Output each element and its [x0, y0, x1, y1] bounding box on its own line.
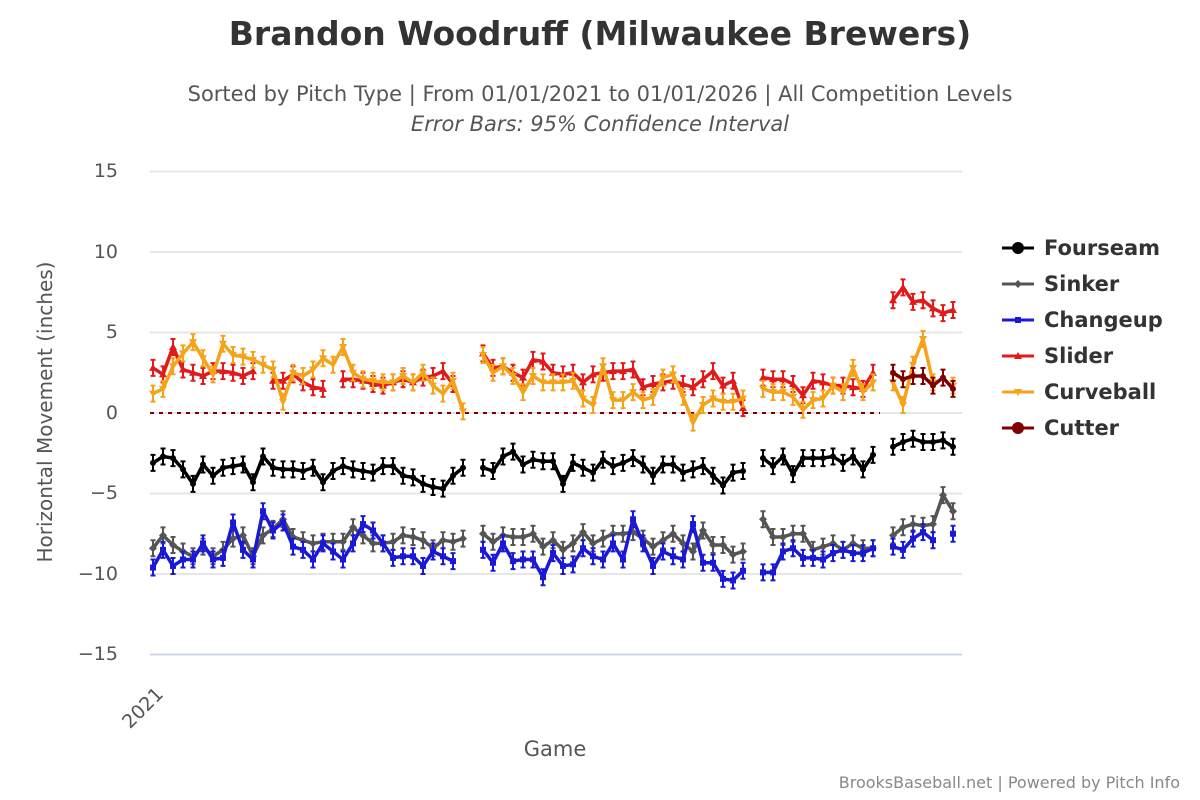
legend-marker [1012, 242, 1024, 254]
credit-text: BrooksBaseball.net | Powered by Pitch In… [838, 773, 1180, 792]
y-tick-label: −15 [77, 643, 118, 665]
legend-marker [1014, 389, 1022, 396]
legend-marker [1012, 422, 1024, 434]
series-line [481, 354, 744, 425]
legend-marker [1014, 352, 1022, 359]
legend-item-slider[interactable]: Slider [1000, 341, 1113, 371]
y-tick-label: −10 [77, 563, 118, 585]
legend-marker [1014, 280, 1022, 288]
legend-label: Fourseam [1044, 236, 1161, 260]
series-curveball [149, 329, 957, 432]
series-line [482, 449, 744, 488]
circle-marker-icon [1002, 422, 1034, 434]
legend-item-changeup[interactable]: Changeup [1000, 305, 1163, 335]
series-slider [149, 278, 957, 418]
series-line [892, 530, 935, 552]
diamond-marker-icon [1002, 280, 1034, 288]
series-line [762, 366, 875, 412]
legend-item-fourseam[interactable]: Fourseam [1000, 233, 1160, 263]
y-tick-label: 0 [105, 402, 118, 424]
series-line [481, 528, 744, 557]
legend-marker [1015, 317, 1021, 323]
series-changeup [150, 502, 956, 590]
series-line [761, 518, 873, 552]
series-fourseam [150, 429, 956, 498]
y-tick-label: 15 [93, 160, 118, 182]
series-line [892, 371, 955, 391]
legend-label: Changeup [1044, 308, 1163, 332]
legend-label: Slider [1044, 344, 1114, 368]
series-line [761, 453, 875, 476]
series-line [152, 345, 254, 378]
series-line [763, 546, 874, 575]
series-line [273, 372, 324, 391]
y-tick-label: 10 [93, 241, 118, 263]
series-line [151, 509, 454, 569]
series-line [481, 352, 745, 409]
series-line [152, 454, 465, 491]
series-cutter [890, 363, 956, 398]
triangle-down-marker-icon [1002, 389, 1034, 396]
square-marker-icon [1002, 317, 1034, 323]
series-line [891, 285, 954, 315]
legend-label: Curveball [1044, 380, 1157, 404]
legend-item-curveball[interactable]: Curveball [1000, 377, 1156, 407]
chart-title: Brandon Woodruff (Milwaukee Brewers) [228, 14, 972, 53]
legend-item-cutter[interactable]: Cutter [1000, 413, 1119, 443]
series-line [152, 340, 465, 412]
y-axis-label: Horizontal Movement (inches) [33, 261, 57, 563]
series-line [891, 337, 935, 407]
data-point [950, 530, 956, 537]
series-line [892, 437, 954, 449]
triangle-up-marker-icon [1002, 352, 1034, 359]
y-tick-label: −5 [89, 482, 118, 504]
chart-subtitle: Sorted by Pitch Type | From 01/01/2021 t… [187, 82, 1013, 106]
series-line [762, 371, 875, 398]
legend-label: Sinker [1044, 272, 1120, 296]
legend-item-sinker[interactable]: Sinker [1000, 269, 1119, 299]
circle-marker-icon [1002, 242, 1034, 254]
y-tick-label: 5 [105, 321, 118, 343]
legend-label: Cutter [1044, 416, 1120, 440]
error-bar-note: Error Bars: 95% Confidence Interval [410, 112, 790, 136]
series-line [481, 517, 745, 583]
x-axis-label: Game [523, 737, 587, 761]
